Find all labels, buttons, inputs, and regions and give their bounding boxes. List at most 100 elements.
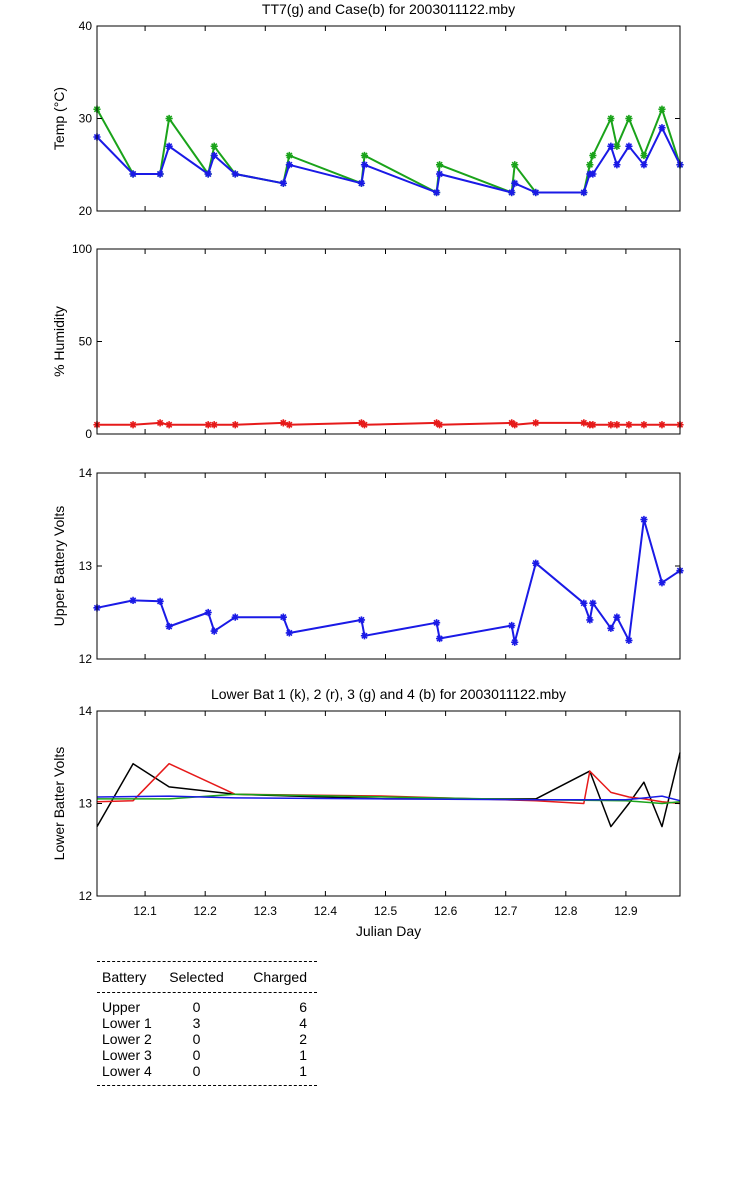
y-tick-label: 14 [79,466,93,480]
data-point [508,419,516,427]
data-point [658,421,666,429]
y-tick-label: 12 [79,652,93,666]
cell-selected: 0 [192,1031,201,1047]
data-point [231,613,239,621]
y-tick-label: 30 [79,112,93,126]
y-axis-label: Lower Batter Volts [51,747,67,861]
y-tick-label: 100 [72,242,92,256]
data-point [607,142,615,150]
data-point [580,599,588,607]
header-battery: Battery [102,969,147,985]
data-point [511,161,519,169]
header-selected: Selected [169,969,224,985]
data-point [607,421,615,429]
table-divider-bottom [97,1085,317,1086]
x-tick-label: 12.1 [133,904,157,918]
data-point [357,616,366,624]
table-divider-top [97,961,317,962]
data-point [360,151,369,160]
data-point [613,161,621,169]
header-charged: Charged [253,969,307,985]
data-point [210,151,218,160]
data-point [625,421,633,429]
data-point [156,597,164,605]
y-tick-label: 13 [79,559,93,573]
x-tick-label: 12.4 [314,904,338,918]
cell-selected: 3 [192,1015,201,1031]
cell-selected: 0 [192,999,201,1015]
y-tick-label: 13 [79,797,93,811]
data-point [279,179,287,187]
plot-canvas: 20 30 40 TT7(g) and Case(b) for 2003011122.… [51,1,684,939]
data-point [607,114,615,123]
cell-charged: 1 [299,1047,307,1063]
cell-selected: 0 [192,1047,201,1063]
data-point [357,179,366,187]
data-point [508,621,516,630]
data-point [580,419,588,427]
data-point [511,638,519,646]
y-tick-label: 20 [79,204,93,218]
cell-battery: Lower 4 [102,1063,152,1079]
data-point [204,608,212,617]
x-tick-label: 12.8 [554,904,578,918]
data-point [625,142,633,150]
data-point [285,151,293,160]
data-point [625,114,633,123]
series-1 [93,419,684,429]
series-line [96,752,681,828]
series-1 [93,105,684,197]
plot-frame [96,25,681,212]
data-point [432,419,441,427]
x-tick-label: 12.9 [614,904,638,918]
data-point [156,419,164,427]
chart-panel-3: 12 13 14 Upper Battery Volts [51,466,684,666]
data-point [210,142,218,150]
data-point [532,419,540,427]
data-point [165,622,173,631]
data-point [279,613,287,621]
data-point [586,161,594,169]
table-header-row: Battery Selected Charged [97,962,317,992]
data-point [165,142,173,150]
data-point [589,151,597,160]
data-point [285,161,293,169]
series-2 [96,762,681,805]
data-point [607,624,615,632]
table-row: Lower 2 0 2 [97,1031,317,1047]
y-tick-label: 0 [85,427,92,441]
x-axis-label: Julian Day [356,923,421,939]
cell-charged: 1 [299,1063,307,1079]
data-point [589,170,597,178]
cell-selected: 0 [192,1063,201,1079]
series-line [96,518,681,644]
data-point [532,188,540,197]
data-point [204,421,212,429]
x-tick-label: 12.7 [494,904,518,918]
data-point [129,170,137,178]
series-line [96,108,681,194]
plot-frame [96,248,681,435]
data-point [640,161,648,169]
data-point [129,596,137,605]
data-point [586,616,594,624]
data-point [156,170,164,178]
series-3 [97,793,681,805]
data-point [165,114,173,123]
data-point [589,599,597,607]
series-line [96,795,681,802]
data-point [360,421,369,429]
data-point [640,421,648,429]
data-point [204,170,212,178]
data-point [658,105,666,113]
series-4 [96,795,681,802]
plot-frame [96,710,681,897]
table-row: Lower 4 0 1 [97,1063,317,1079]
data-point [613,421,621,429]
chart-panel-1: 20 30 40 TT7(g) and Case(b) for 2003011122.… [51,1,684,218]
data-point [435,421,444,429]
series-line [96,762,681,805]
chart-panel-2: 0 50 100 % Humidity [51,242,684,441]
data-point [580,188,588,197]
data-point [210,627,218,635]
